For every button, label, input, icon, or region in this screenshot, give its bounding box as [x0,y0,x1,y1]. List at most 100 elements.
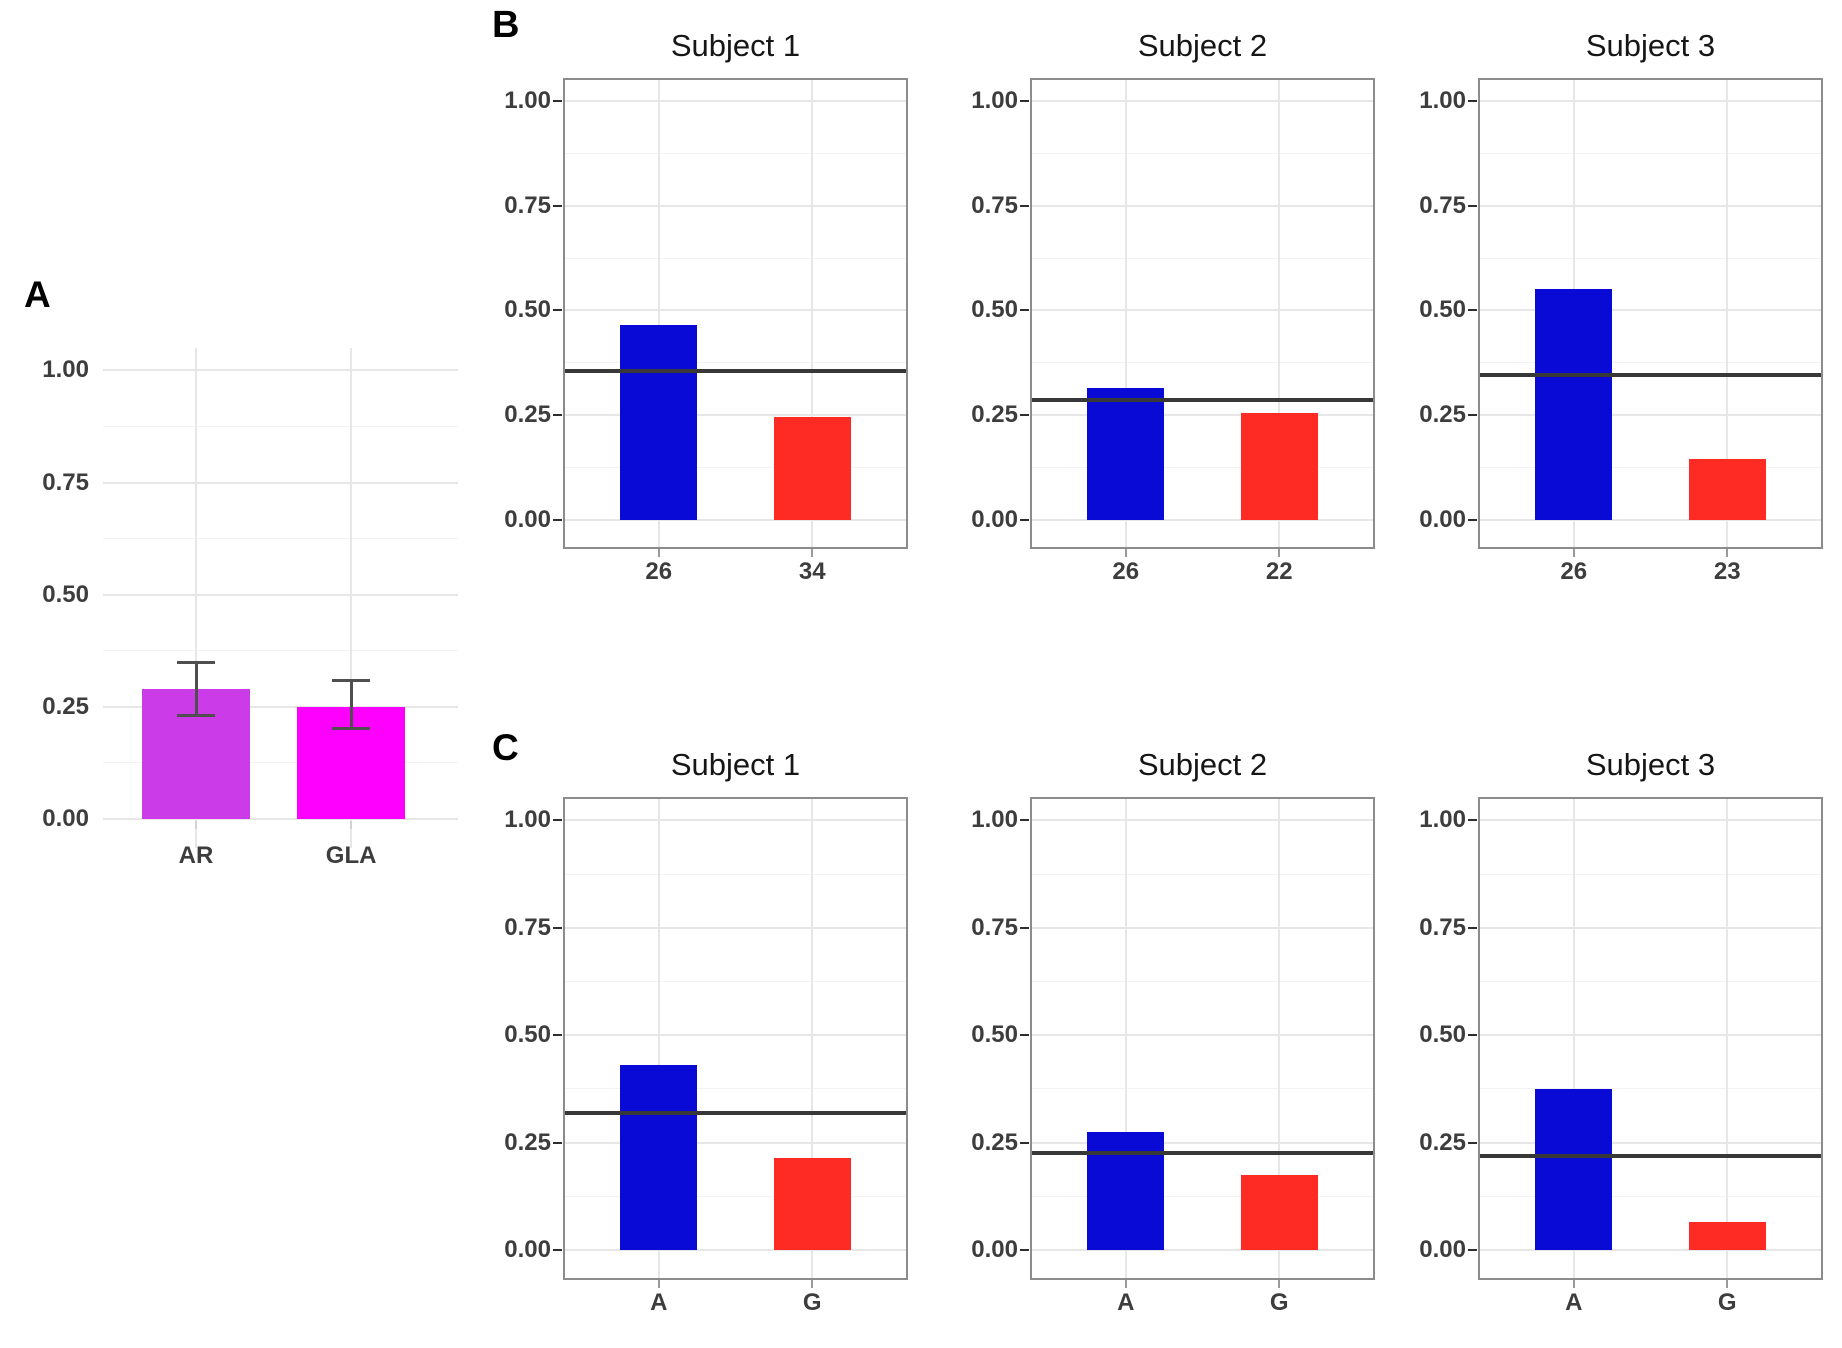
y-tick-mark [1020,1249,1029,1252]
x-tick-label: 22 [1265,558,1293,585]
gridline-major [565,1141,906,1144]
gridline-minor [1032,1088,1373,1090]
y-tick-label: 0.75 [1419,191,1466,219]
y-tick-mark [1468,204,1477,207]
gridline-vertical [1572,799,1575,1278]
gridline-minor [565,1195,906,1197]
gridline-major [1480,1141,1821,1144]
subplot-title: Subject 1 [670,28,801,63]
gridline-major [1032,204,1373,207]
y-tick-mark [553,1034,562,1037]
gridline-vertical [657,80,660,547]
gridline-vertical [1278,80,1281,547]
y-tick-label: 0.50 [971,1021,1018,1049]
reference-line [1032,398,1373,403]
gridline-vertical [1726,799,1729,1278]
x-tick-mark [1572,1280,1575,1288]
y-tick-mark [1020,309,1029,312]
y-tick-label: 0.00 [504,505,551,533]
y-tick-mark [1468,309,1477,312]
gridline-major [1480,819,1821,822]
gridline-minor [1480,466,1821,468]
y-tick-label: 1.00 [971,86,1018,114]
gridline-vertical [350,348,353,848]
y-tick-label: 0.25 [504,1128,551,1156]
y-tick-label: 1.00 [1419,806,1466,834]
y-tick-label: 0.00 [42,804,89,832]
y-tick-label: 0.25 [1419,401,1466,429]
panel-b-subject2-chart: 1.00 0.75 0.50 0.25 0.00 26 22 Subject 2 [971,28,1375,585]
bar-A [620,1065,698,1251]
bar-A [1535,1088,1613,1251]
gridline-minor [1480,1088,1821,1090]
gridline-major [1032,926,1373,929]
bar-A [1087,1131,1165,1251]
gridline-vertical [1124,80,1127,547]
y-tick-label: 0.75 [42,468,89,496]
y-tick-mark [553,518,562,521]
error-bar-cap-bottom-AR [177,713,215,717]
panel-b-subject1-chart: 1.00 0.75 0.50 0.25 0.00 26 34 Subject 1 [504,28,908,585]
gridline-major [1032,99,1373,102]
x-tick-label: A [1117,1289,1135,1316]
error-bar-cap-top-AR [177,660,215,664]
x-tick-mark [350,820,353,829]
gridline-minor [103,425,458,427]
gridline-minor [565,873,906,875]
gridline-vertical [1278,799,1281,1278]
reference-line [565,369,906,374]
gridline-major [565,204,906,207]
gridline-minor [1032,152,1373,154]
gridline-minor [1480,257,1821,259]
x-tick-mark [1726,1280,1729,1288]
gridline-minor [565,362,906,364]
y-tick-label: 0.75 [971,913,1018,941]
bar-23 [1688,459,1766,520]
x-tick-mark [1124,549,1127,557]
y-tick-label: 1.00 [504,86,551,114]
gridline-vertical [1726,80,1729,547]
bar-34 [773,417,851,520]
y-tick-label: 1.00 [971,806,1018,834]
x-tick-label: G [802,1289,822,1316]
bar-26 [1087,387,1165,520]
y-tick-label: 1.00 [42,356,89,384]
gridline-minor [565,981,906,983]
y-tick-label: 0.00 [971,1236,1018,1264]
gridline-major [1032,414,1373,417]
x-tick-label: G [1269,1289,1289,1316]
panel-b-subject3-chart: 1.00 0.75 0.50 0.25 0.00 26 23 Subject 3 [1419,28,1823,585]
panel-c-subject2-chart: 1.00 0.75 0.50 0.25 0.00 A G Subject 2 [971,747,1375,1316]
y-tick-label: 1.00 [504,806,551,834]
y-tick-label: 0.50 [1419,1021,1466,1049]
y-tick-label: 0.00 [504,1236,551,1264]
gridline-minor [565,466,906,468]
gridline-vertical [657,799,660,1278]
gridline-vertical [195,348,197,848]
y-tick-mark [1468,414,1477,417]
subplot-title: Subject 2 [1137,28,1268,63]
gridline-major [1032,1141,1373,1144]
gridline-major [103,705,458,708]
gridline-vertical [1124,799,1127,1278]
y-tick-mark [1020,926,1029,929]
gridline-minor [103,762,458,764]
x-tick-mark [1124,1280,1127,1288]
gridline-major [1032,309,1373,312]
gridline-major [1032,518,1373,521]
y-tick-mark [1020,1141,1029,1144]
reference-line [1032,1151,1373,1156]
x-tick-mark [1572,549,1575,557]
gridline-major [565,819,906,822]
y-tick-mark [553,309,562,312]
error-bar-line-GLA [349,679,353,730]
x-tick-label: 26 [1560,558,1588,585]
y-tick-mark [1468,819,1477,822]
gridline-minor [1032,362,1373,364]
x-tick-label: 23 [1713,558,1741,585]
y-tick-mark [1020,819,1029,822]
x-tick-mark [1278,1280,1281,1288]
y-tick-mark [553,99,562,102]
gridline-minor [1480,362,1821,364]
